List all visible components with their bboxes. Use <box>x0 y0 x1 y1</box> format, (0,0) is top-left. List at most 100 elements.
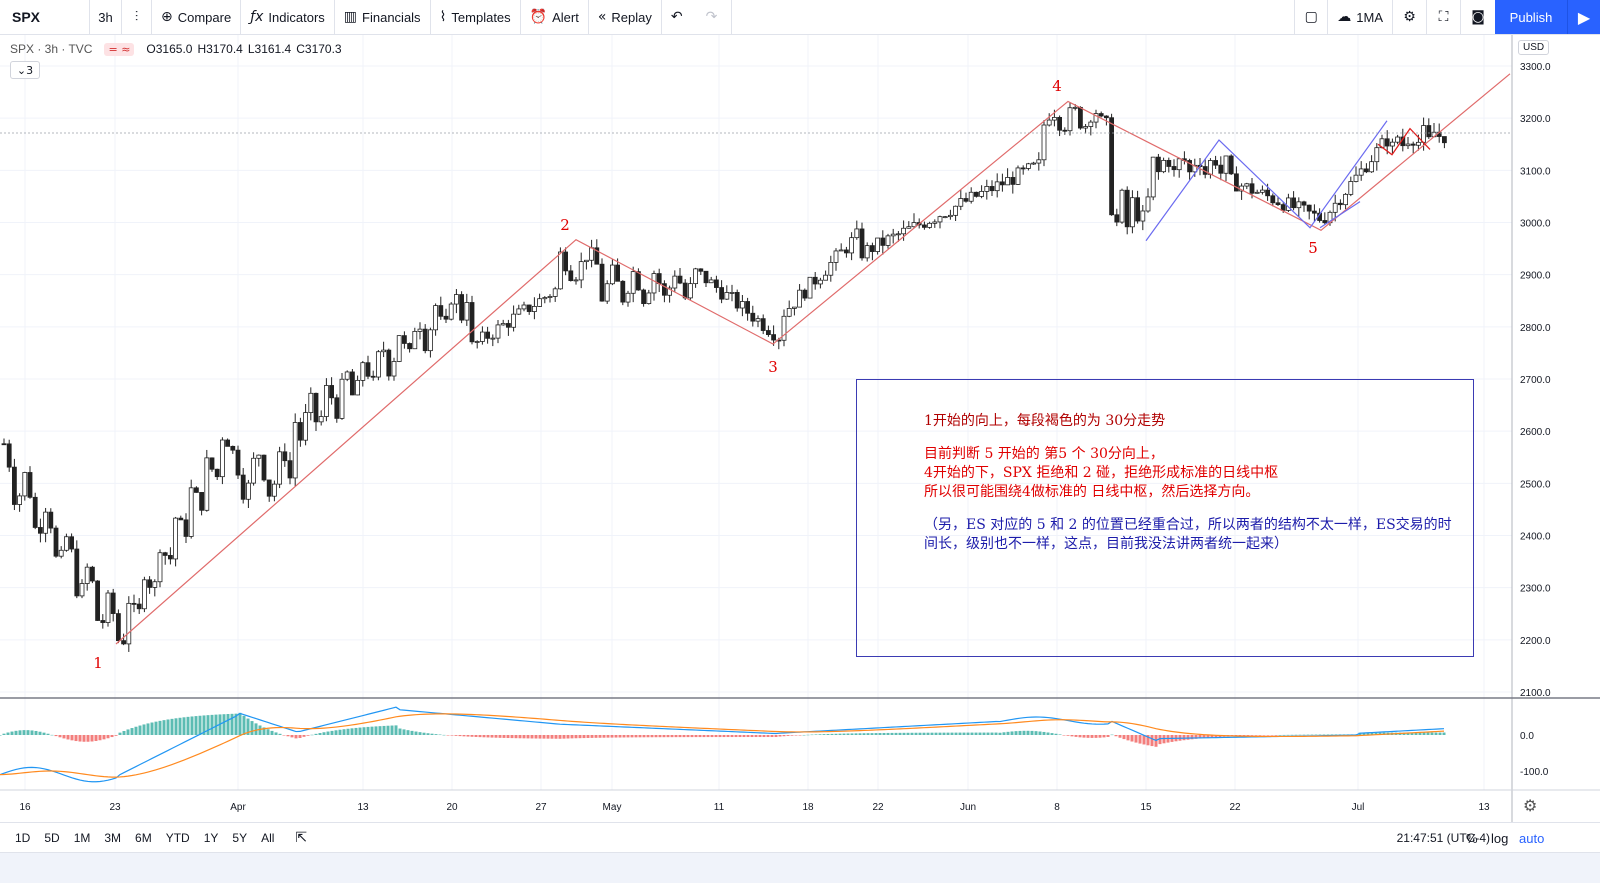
snapshot-button[interactable]: ◙ <box>1461 0 1495 34</box>
price-tick-label: 3200.0 <box>1520 114 1551 125</box>
macd-histogram-bar <box>554 735 558 739</box>
candle-body <box>157 552 163 583</box>
macd-histogram-bar <box>394 725 398 735</box>
macd-histogram-bar <box>286 735 290 737</box>
financials-button[interactable]: ▥ Financials <box>335 0 431 34</box>
templates-button[interactable]: ⌇ Templates <box>431 0 521 34</box>
axis-settings-icon[interactable]: ⚙ <box>1523 796 1538 815</box>
macd-histogram-bar <box>162 720 166 735</box>
interval-button[interactable]: 3h <box>90 0 122 34</box>
macd-histogram-bar <box>510 735 514 739</box>
publish-menu-button[interactable]: ▶ <box>1567 0 1600 34</box>
candle-body <box>459 294 465 321</box>
macd-histogram-bar <box>574 735 578 739</box>
macd-histogram-bar <box>782 735 786 737</box>
candle-body <box>1119 189 1125 223</box>
macd-histogram-bar <box>478 735 482 738</box>
macd-histogram-bar <box>18 730 22 735</box>
indicators-collapse-button[interactable]: ⌄ 3 <box>10 61 40 79</box>
range-all[interactable]: All <box>261 831 275 845</box>
range-1y[interactable]: 1Y <box>203 831 219 845</box>
candle-body <box>1343 193 1348 206</box>
candle-body <box>802 289 808 299</box>
macd-histogram-bar <box>1146 735 1150 746</box>
percent-toggle[interactable]: % <box>1466 830 1478 846</box>
macd-histogram-bar <box>1362 732 1366 735</box>
range-3m[interactable]: 3M <box>104 831 122 845</box>
ma-button[interactable]: ☁ 1MA <box>1328 0 1393 34</box>
candle-body <box>136 603 142 610</box>
fullscreen-button[interactable]: ⛶ <box>1427 0 1461 34</box>
price-tick-label: 2600.0 <box>1520 427 1551 438</box>
publish-button[interactable]: Publish <box>1495 0 1567 34</box>
layout-button[interactable]: ▢ <box>1294 0 1329 34</box>
annotation-box[interactable]: 1开始的向上，每段褐色的为 30分走势 目前判断 5 开始的 第5 个 30分向… <box>856 379 1474 657</box>
macd-histogram-bar <box>1002 732 1006 735</box>
macd-histogram-bar <box>674 735 678 738</box>
candle-body <box>1442 136 1447 144</box>
range-6m[interactable]: 6M <box>135 831 152 845</box>
candle-body <box>474 341 480 343</box>
candle-body <box>162 552 168 556</box>
candle-body <box>1234 173 1239 192</box>
time-tick-label: 13 <box>357 802 369 813</box>
alert-button[interactable]: ⏰ Alert <box>521 0 589 34</box>
redo-button[interactable]: ↷ <box>697 0 733 34</box>
candle-body <box>875 237 880 252</box>
candle-body <box>760 318 766 331</box>
candle-body <box>781 315 787 341</box>
macd-histogram-bar <box>1262 735 1266 736</box>
macd-histogram-bar <box>262 727 266 735</box>
candle-body <box>479 331 485 342</box>
range-1d[interactable]: 1D <box>15 831 31 845</box>
macd-histogram-bar <box>30 730 34 735</box>
macd-histogram-bar <box>278 733 282 735</box>
candle-body <box>329 385 335 399</box>
settings-button[interactable]: ⚙ <box>1393 0 1427 34</box>
candle-body <box>381 349 387 353</box>
indicators-button[interactable]: ƒx Indicators <box>241 0 335 34</box>
auto-toggle[interactable]: auto <box>1519 830 1545 846</box>
macd-histogram-bar <box>934 732 938 735</box>
range-5y[interactable]: 5Y <box>232 831 248 845</box>
candle-body <box>1124 189 1130 228</box>
candle-body <box>287 460 293 479</box>
bar-chart-icon: ▥ <box>343 9 358 25</box>
price-tick-label: 3000.0 <box>1520 219 1551 230</box>
candle-body <box>906 226 912 229</box>
range-5d[interactable]: 5D <box>44 831 60 845</box>
candlestick-series <box>1 102 1447 652</box>
range-ytd[interactable]: YTD <box>165 831 190 845</box>
chart-type-button[interactable]: ⫶ <box>122 0 152 34</box>
macd-histogram-bar <box>66 735 70 740</box>
log-toggle[interactable]: log <box>1491 830 1509 846</box>
replay-button[interactable]: «Replay <box>589 0 662 34</box>
candle-body <box>277 451 283 485</box>
candle-body <box>1036 159 1042 164</box>
undo-button[interactable]: ↶ <box>662 0 697 34</box>
price-tick-label: 2400.0 <box>1520 532 1551 543</box>
macd-histogram-bar <box>894 732 898 735</box>
macd-histogram-bar <box>506 735 510 739</box>
candle-body <box>297 422 303 441</box>
macd-histogram-bar <box>358 727 362 735</box>
macd-histogram-bar <box>414 731 418 735</box>
candle-body <box>833 250 839 263</box>
macd-histogram-bar <box>982 732 986 735</box>
macd-histogram-bar <box>714 735 718 738</box>
symbol-search[interactable]: SPX <box>0 0 90 34</box>
macd-histogram-bar <box>390 725 394 735</box>
range-1m[interactable]: 1M <box>73 831 91 845</box>
currency-label[interactable]: USD <box>1518 40 1550 55</box>
macd-histogram-bar <box>850 733 854 735</box>
compare-button[interactable]: ⊕ Compare <box>152 0 242 34</box>
macd-histogram-bar <box>118 732 122 735</box>
candle-body <box>968 191 974 202</box>
wave-label-5: 5 <box>1308 239 1318 257</box>
bottom-toolbar: 1D 5D 1M 3M 6M YTD 1Y 5Y All ⇱ 21:47:51 (UTC-4) … <box>0 822 1600 853</box>
sub-wave-segment <box>1319 201 1361 229</box>
visibility-badge[interactable]: = ≈ <box>104 42 135 56</box>
goto-date-icon[interactable]: ⇱ <box>295 830 308 846</box>
candle-body <box>1369 161 1374 173</box>
